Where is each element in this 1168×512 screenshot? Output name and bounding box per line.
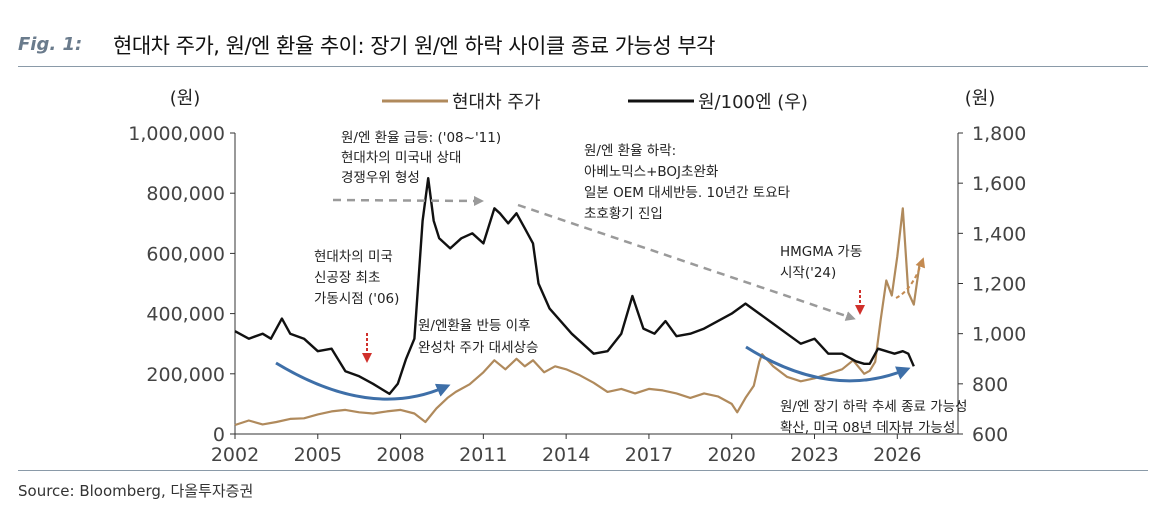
annotation-line: 원/엔 장기 하락 추세 종료 가능성 [780, 399, 967, 415]
annotation-rebound: 원/엔환율 반등 이후 완성차 주가 대세상승 [418, 318, 538, 356]
x-tick-label: 2017 [625, 444, 673, 466]
x-tick-label: 2005 [294, 444, 342, 466]
left-axis-unit: (원) [170, 88, 201, 109]
annotation-line: 현대차의 미국 [314, 249, 393, 265]
blue-trend-arrow-left [275, 361, 451, 401]
annotation-us-plant: 현대차의 미국 신공장 최초 가동시점 ('06) [314, 249, 399, 307]
right-tick-label: 800 [972, 374, 1008, 396]
annotation-line: 완성차 주가 대세상승 [418, 340, 538, 356]
figure-label: Fig. 1: [18, 34, 83, 55]
annotation-line: 확산, 미국 08년 데자뷰 가능성 [780, 420, 955, 436]
annotation-line: HMGMA 가동 [780, 244, 862, 260]
footer-rule [18, 470, 1148, 471]
right-axis-unit: (원) [965, 88, 996, 109]
annotation-line: 가동시점 ('06) [314, 291, 399, 307]
annotation-line: 아베노믹스+BOJ초완화 [584, 164, 718, 180]
left-tick-label: 800,000 [146, 183, 225, 205]
annotation-line: 일본 OEM 대세반등. 10년간 토요타 [584, 185, 791, 201]
series-line-fx [234, 177, 915, 396]
annotation-hmgma: HMGMA 가동 시작('24) [780, 244, 862, 281]
x-tick-label: 2026 [873, 444, 921, 466]
gray-dashed-arrow-right [517, 203, 856, 321]
annotation-line: 원/엔환율 반등 이후 [418, 318, 531, 334]
annotation-line: 초호황기 진입 [584, 206, 663, 222]
left-tick-label: 400,000 [146, 304, 225, 326]
x-tick-label: 2002 [211, 444, 259, 466]
annotation-line: 원/엔 환율 하락: [584, 143, 676, 159]
right-tick-label: 1,800 [972, 123, 1026, 145]
left-tick-label: 1,000,000 [128, 123, 225, 145]
gray-dashed-arrow-left [332, 195, 484, 206]
series-line-stock [234, 207, 921, 427]
annotation-fx-decline: 원/엔 환율 하락: 아베노믹스+BOJ초완화 일본 OEM 대세반등. 10년… [584, 143, 791, 222]
figure-header: Fig. 1: 현대차 주가, 원/엔 환율 추이: 장기 원/엔 하락 사이클… [18, 28, 1148, 68]
legend-label-stock: 현대차 주가 [452, 92, 541, 113]
annotation-cycle-end: 원/엔 장기 하락 추세 종료 가능성 확산, 미국 08년 데자뷰 가능성 [780, 399, 967, 436]
annotation-line: 시작('24) [780, 265, 836, 281]
series-lines [234, 177, 921, 427]
x-tick-label: 2020 [708, 444, 756, 466]
annotation-fx-surge: 원/엔 환율 급등: ('08~'11) 현대차의 미국내 상대 경쟁우위 형성 [341, 130, 501, 186]
left-tick-label: 600,000 [146, 243, 225, 265]
annotation-line: 신공장 최초 [314, 270, 380, 286]
left-tick-label: 200,000 [146, 364, 225, 386]
x-tick-label: 2023 [790, 444, 838, 466]
tan-dashed-arrow [895, 257, 926, 299]
legend: 현대차 주가 원/100엔 (우) [382, 92, 808, 113]
annotation-arrows [275, 195, 926, 401]
figure-title: 현대차 주가, 원/엔 환율 추이: 장기 원/엔 하락 사이클 종료 가능성 … [113, 34, 715, 58]
left-tick-label: 0 [213, 424, 225, 446]
right-tick-label: 1,000 [972, 324, 1026, 346]
annotation-line: 현대차의 미국내 상대 [341, 150, 461, 166]
x-tick-label: 2014 [542, 444, 590, 466]
source-note: Source: Bloomberg, 다올투자증권 [18, 482, 254, 500]
right-tick-label: 1,200 [972, 274, 1026, 296]
blue-trend-arrow-right [745, 345, 911, 383]
right-tick-label: 1,600 [972, 173, 1026, 195]
x-tick-label: 2011 [459, 444, 507, 466]
right-tick-label: 600 [972, 424, 1008, 446]
x-tick-label: 2008 [376, 444, 424, 466]
right-tick-label: 1,400 [972, 223, 1026, 245]
annotation-line: 원/엔 환율 급등: ('08~'11) [341, 130, 501, 146]
legend-label-fx: 원/100엔 (우) [698, 92, 808, 113]
header-rule [18, 66, 1148, 67]
axes: 0 200,000 400,000 600,000 800,000 1,000,000 60… [128, 123, 1026, 466]
annotation-line: 경쟁우위 형성 [341, 170, 420, 186]
